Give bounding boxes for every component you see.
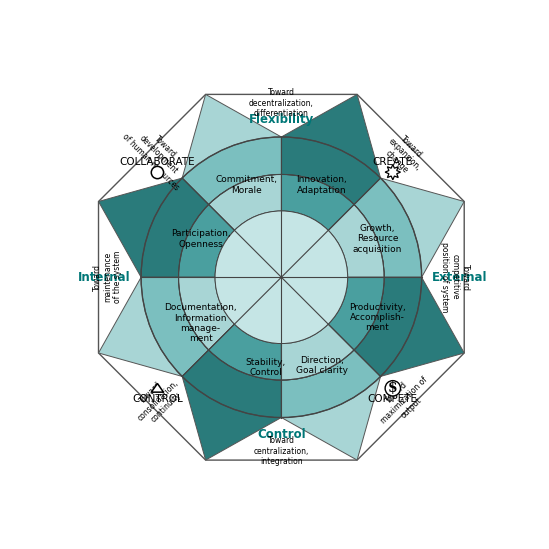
Wedge shape [209,175,281,231]
Wedge shape [182,137,281,205]
Text: Toward
maximization of
output: Toward maximization of output [372,368,437,433]
Wedge shape [281,175,354,231]
Circle shape [152,166,164,178]
Text: CONTROL: CONTROL [132,394,183,404]
Text: CREATE: CREATE [373,157,413,167]
Wedge shape [354,178,422,277]
Text: External: External [432,271,488,284]
Text: Innovation,
Adaptation: Innovation, Adaptation [296,175,347,195]
Polygon shape [152,384,164,392]
Text: Documentation,
Information
manage-
ment: Documentation, Information manage- ment [164,303,237,344]
Wedge shape [141,178,209,277]
Text: Toward
competitive
position of system: Toward competitive position of system [440,242,470,312]
Text: Commitment,
Morale: Commitment, Morale [216,175,278,195]
Text: Productivity,
Accomplish-
ment: Productivity, Accomplish- ment [349,302,406,333]
Text: Internal: Internal [78,271,131,284]
Text: Growth,
Resource
acquisition: Growth, Resource acquisition [353,224,402,254]
Polygon shape [182,94,281,178]
Text: Toward
centralization,
integration: Toward centralization, integration [254,436,309,466]
Wedge shape [281,324,354,380]
Text: COMPETE: COMPETE [368,394,418,404]
Text: Toward
maintenance
of the system: Toward maintenance of the system [93,251,122,304]
Polygon shape [380,178,464,277]
Circle shape [215,211,348,344]
Wedge shape [141,277,209,377]
Wedge shape [281,350,380,417]
Text: Toward
consolidation,
continuity: Toward consolidation, continuity [129,371,188,430]
Text: Toward
expansion,
change: Toward expansion, change [379,129,429,180]
Wedge shape [209,324,281,380]
Polygon shape [182,377,281,460]
Text: Participation,
Openness: Participation, Openness [171,229,231,249]
Wedge shape [328,205,384,277]
Text: Toward
development
of human resources: Toward development of human resources [121,117,196,192]
Wedge shape [281,137,380,205]
Wedge shape [178,205,234,277]
Polygon shape [98,178,182,277]
Polygon shape [98,94,464,460]
Circle shape [141,137,422,417]
Wedge shape [178,277,234,350]
Polygon shape [281,377,380,460]
Circle shape [385,380,401,396]
Text: Control: Control [257,428,306,441]
Text: COLLABORATE: COLLABORATE [120,157,195,167]
Polygon shape [380,277,464,377]
Polygon shape [385,165,400,180]
Text: Flexibility: Flexibility [249,114,314,126]
Wedge shape [328,277,384,350]
Wedge shape [354,277,422,377]
Text: Toward
decentralization,
differentiation: Toward decentralization, differentiation [249,88,314,118]
Polygon shape [98,277,182,377]
Text: Stability,
Control: Stability, Control [246,358,286,377]
Wedge shape [182,350,281,417]
Text: Direction,
Goal clarity: Direction, Goal clarity [296,356,348,376]
Polygon shape [282,94,380,178]
Text: $: $ [388,382,397,395]
